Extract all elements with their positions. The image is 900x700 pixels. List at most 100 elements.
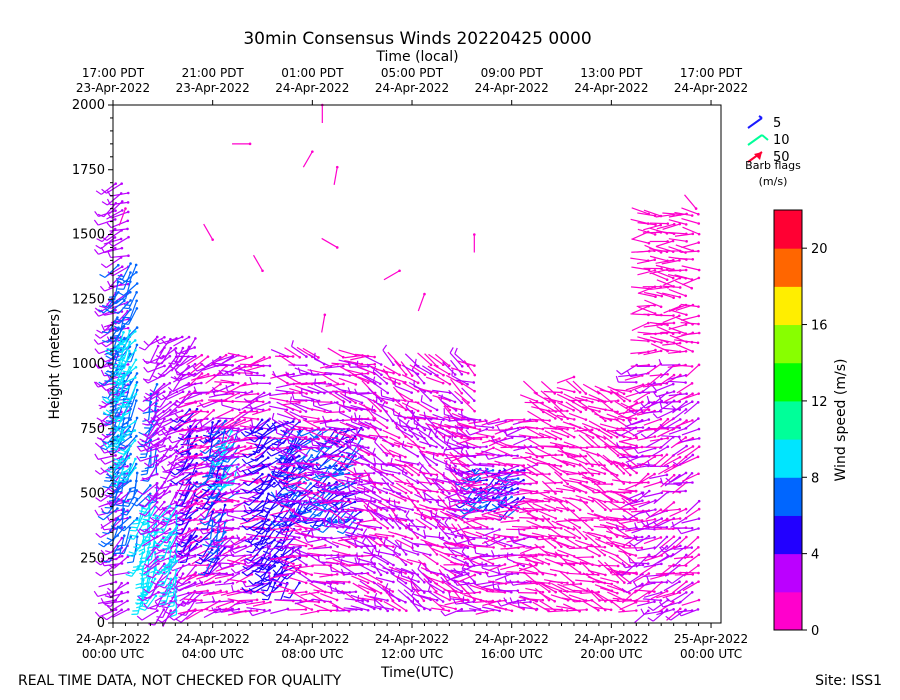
barb-feather [110,487,117,493]
barb-staff [308,554,325,565]
barb-feather [124,304,131,307]
wind-barb [110,467,125,487]
wind-barb [143,562,160,575]
wind-barb [143,555,159,570]
wind-barb [114,429,137,441]
barb-feather [104,380,111,383]
barb-staff [149,490,165,502]
wind-barb [120,498,139,516]
barb-feather [100,246,105,253]
barb-feather [144,434,150,440]
chart-title: 30min Consensus Winds 20220425 0000 [243,29,592,49]
barb-feather [107,241,114,247]
wind-barb [107,251,130,259]
barb-feather [149,500,157,504]
barb-feather [122,370,129,373]
barb-feather [142,358,148,365]
barb-feather [135,602,142,605]
barb-feather [138,551,145,556]
barb-feather [257,432,264,436]
barb-staff [294,565,313,569]
barb-feather [143,396,150,402]
barb-feather [110,397,117,402]
barb-feather [120,373,128,376]
barb-staff [269,510,288,516]
barb-staff [221,404,240,411]
barb-feather [253,488,260,492]
wind-barb [161,464,184,472]
wind-barb [117,340,132,360]
barb-feather [98,309,105,314]
wind-barb [162,454,178,474]
barb-feather [163,544,171,547]
barb-feather [95,364,102,369]
barb-feather [283,595,290,599]
barb-feather [241,571,248,577]
wind-barb [114,420,137,433]
barb-feather [145,392,152,397]
wind-barb [119,526,132,547]
barb-feather [93,381,99,388]
top-axis-title: Time (local) [376,49,459,65]
wind-barb [110,515,132,530]
barb-staff [269,437,288,440]
barb-feather [119,448,127,453]
barb-feather [139,560,146,563]
barb-feather [95,381,101,387]
barb-feather [100,557,106,564]
wind-barb [116,330,137,345]
barb-feather [311,448,318,453]
barb-feather [261,592,268,597]
barb-feather [158,522,166,526]
barb-staff [240,393,259,396]
barb-feather [113,394,120,399]
barb-staff [148,437,165,449]
barb-staff [128,308,138,325]
barb-staff [159,483,177,490]
barb-feather [94,453,99,460]
barb-feather [107,569,112,576]
wind-barb [295,484,314,494]
barb-feather [105,396,111,402]
barb-feather [106,389,111,396]
barb-staff [165,465,183,472]
barb-feather [100,356,106,363]
wind-barb [108,280,120,302]
barb-feather [149,516,156,522]
barb-feather [120,401,127,406]
barb-staff [105,547,123,556]
barb-feather [118,479,126,483]
barb-feather [99,285,105,292]
wind-barb [269,397,289,403]
wind-barb [117,439,137,455]
barb-feather [115,504,123,507]
wind-barb [288,364,308,367]
wind-barb [155,409,178,421]
barb-feather [254,562,261,565]
barb-feather [93,248,99,255]
barb-feather [146,520,154,524]
barb-feather [104,372,111,377]
barb-staff [142,391,159,403]
barb-feather [168,461,174,467]
barb-feather [105,355,112,360]
barb-feather [117,451,124,455]
barb-feather [127,498,134,501]
wind-barb [109,227,129,232]
barb-feather [136,455,141,462]
barb-feather [127,537,135,540]
barb-feather [107,587,113,593]
barb-feather [158,528,165,530]
barb-staff [147,445,165,453]
barb-feather [266,451,272,457]
barb-feather [168,362,175,365]
barb-feather [117,291,125,297]
barb-feather [149,441,155,447]
barb-staff [288,576,307,584]
barb-feather [136,615,143,621]
barb-feather [104,423,111,426]
barb-feather [217,446,224,449]
barb-feather [94,211,99,217]
barb-feather [169,557,176,561]
barb-staff [106,609,122,621]
